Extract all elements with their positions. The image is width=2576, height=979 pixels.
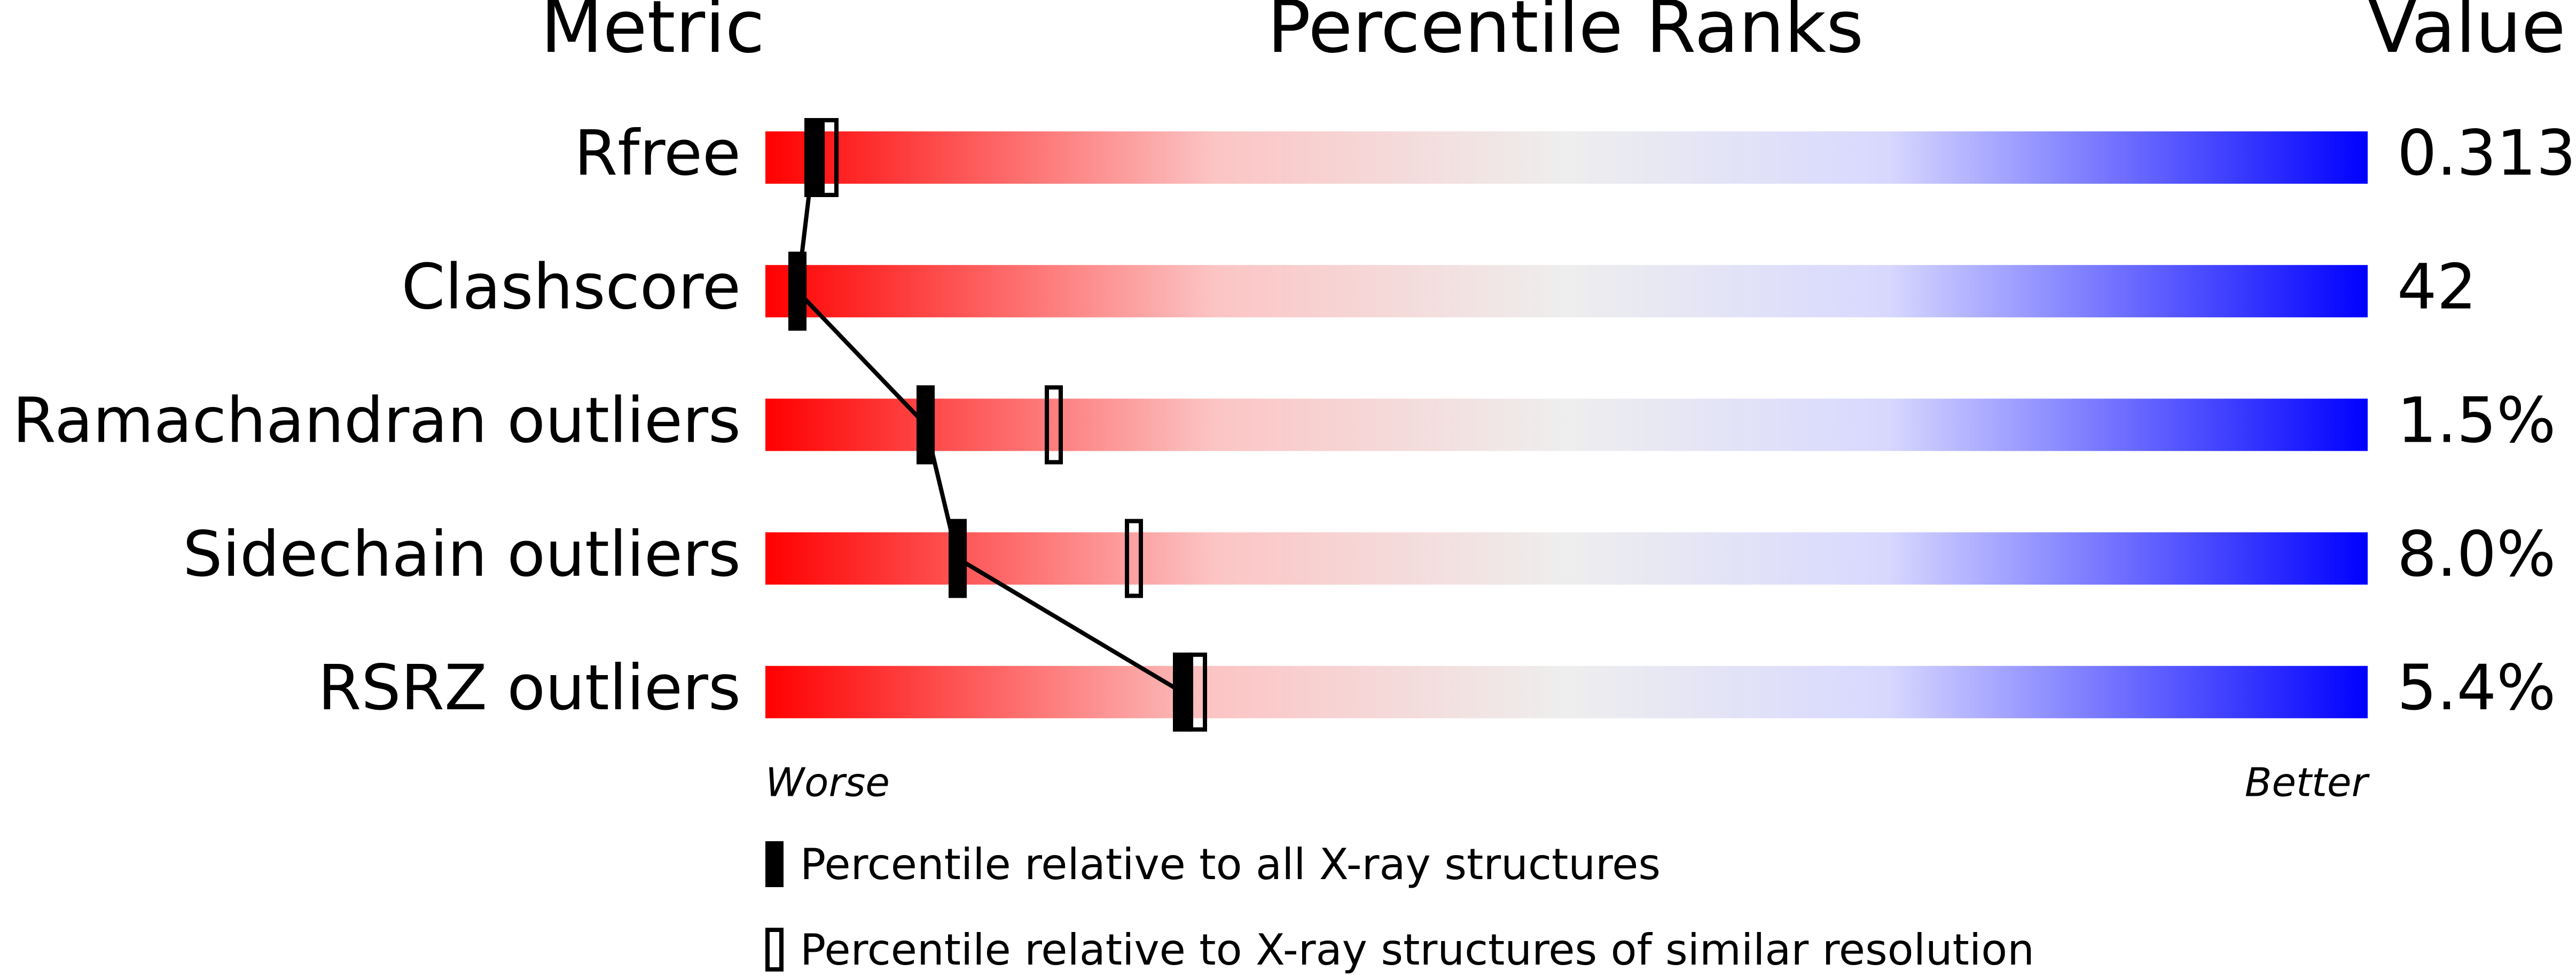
metric-value: 1.5%: [2397, 384, 2556, 457]
worse-label: Worse: [765, 760, 890, 806]
metric-label: Rfree: [574, 116, 741, 190]
relative-marker: [1045, 385, 1063, 465]
metric-label: RSRZ outliers: [318, 651, 741, 724]
metric-value: 5.4%: [2397, 651, 2556, 724]
header-percentile: Percentile Ranks: [1267, 0, 1864, 69]
percentile-bar: [765, 665, 2368, 718]
metric-label: Sidechain outliers: [183, 518, 741, 591]
legend-label: Percentile relative to X-ray structures …: [800, 925, 2034, 975]
absolute-marker: [1173, 652, 1191, 732]
legend-label: Percentile relative to all X-ray structu…: [800, 840, 1661, 889]
percentile-bar: [765, 131, 2368, 184]
absolute-marker: [949, 519, 967, 598]
better-label: Better: [2245, 760, 2370, 806]
header-value: Value: [2368, 0, 2566, 69]
relative-marker: [1125, 519, 1143, 598]
legend-icon-absolute: [765, 841, 784, 887]
metric-value: 0.313: [2397, 116, 2576, 190]
metric-label: Ramachandran outliers: [13, 384, 741, 457]
percentile-bar: [765, 532, 2368, 585]
absolute-marker: [788, 252, 807, 331]
metric-value: 8.0%: [2397, 518, 2556, 591]
metric-value: 42: [2397, 250, 2477, 323]
percentile-bar: [765, 398, 2368, 451]
absolute-marker: [917, 385, 935, 465]
metric-label: Clashscore: [402, 250, 741, 323]
legend-icon-relative: [765, 928, 784, 972]
absolute-marker: [804, 118, 823, 197]
percentile-bar: [765, 265, 2368, 318]
header-metric: Metric: [541, 0, 765, 69]
